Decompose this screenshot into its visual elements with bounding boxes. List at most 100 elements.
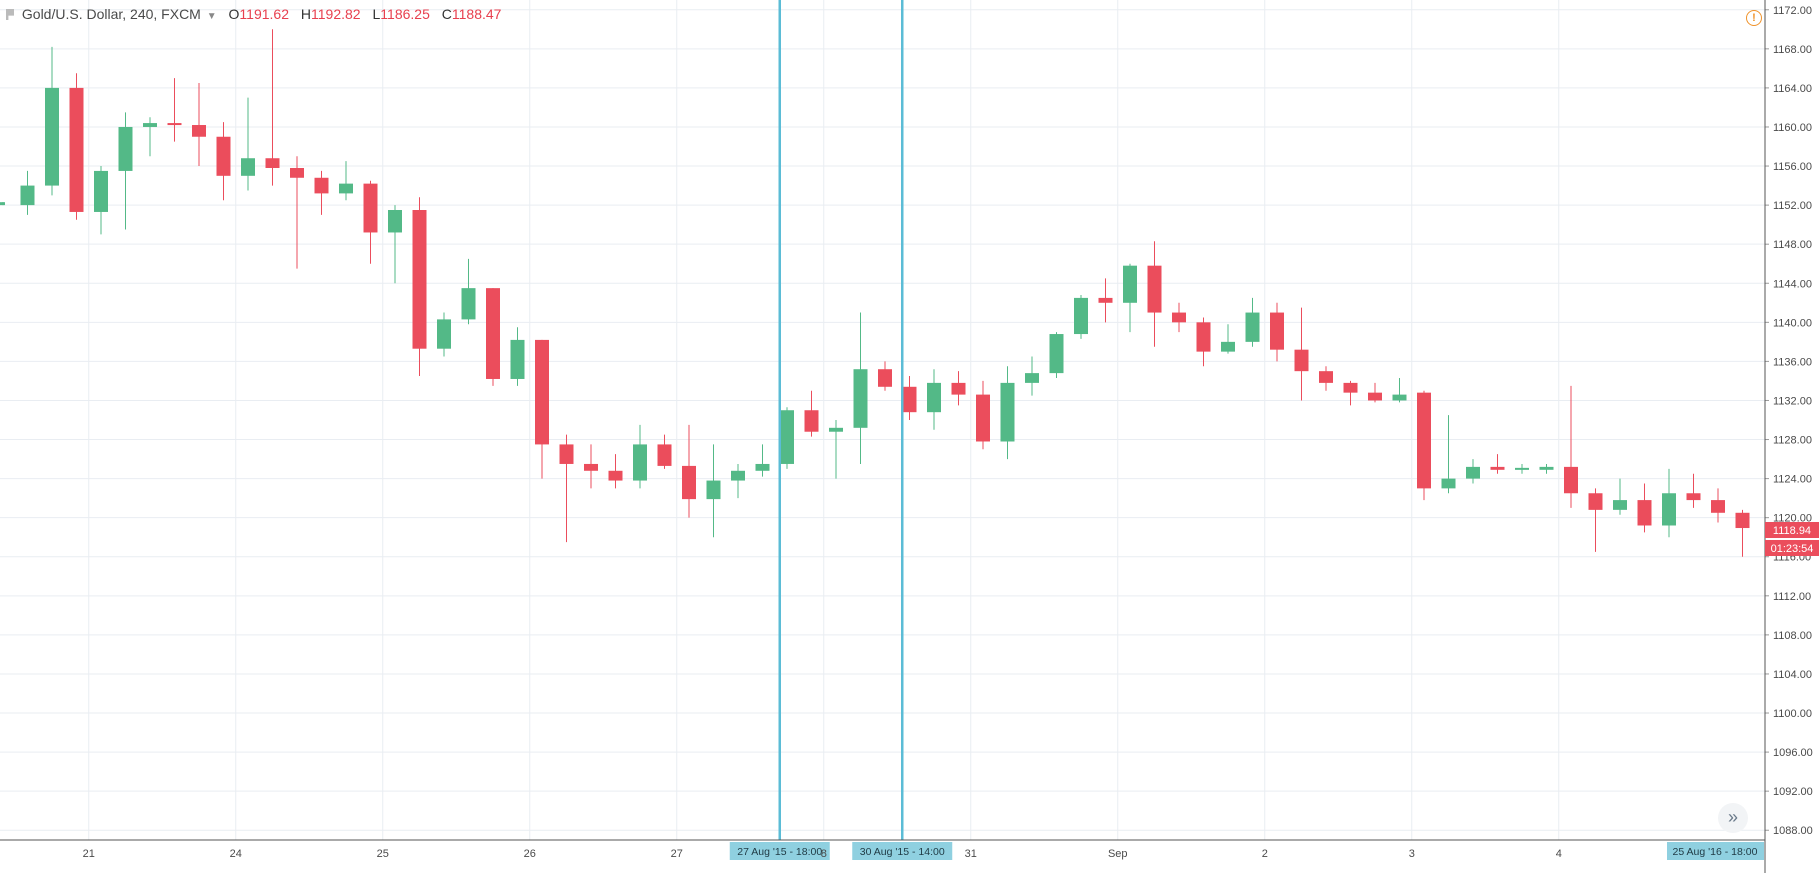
symbol-name[interactable]: Gold/U.S. Dollar, 240, FXCM: [21, 6, 201, 22]
candle-body: [706, 480, 721, 500]
y-tick-label: 1100.00: [1773, 708, 1812, 720]
x-tick-label: 3: [1409, 848, 1415, 860]
candle: [167, 78, 182, 142]
y-tick-label: 1144.00: [1773, 278, 1812, 290]
date-markers: 27 Aug '15 - 18:00 30 Aug '15 - 14:00 25 A…: [729, 0, 1764, 860]
candle-body: [339, 183, 353, 194]
candle-body: [804, 410, 819, 432]
candle-body: [216, 136, 231, 176]
last-price-badge: 1118.94: [1773, 525, 1811, 537]
time-axis[interactable]: 21 24 25 26 27 8 31 Sep 2 3 4: [0, 839, 1765, 860]
candle: [755, 444, 770, 477]
candle-body: [1368, 392, 1382, 401]
candle-body: [69, 87, 84, 212]
candle: [265, 29, 280, 186]
y-tick-label: 1108.00: [1773, 630, 1812, 642]
candle: [559, 434, 574, 543]
y-tick-label: 1148.00: [1773, 239, 1812, 251]
candle: [461, 258, 476, 325]
candle: [780, 407, 794, 469]
y-tick-label: 1112.00: [1773, 591, 1811, 603]
candle: [1392, 378, 1407, 403]
candles: [0, 29, 1750, 557]
candle: [633, 424, 647, 489]
last-price-badges: 1118.94 01:23:54: [1765, 522, 1819, 556]
x-tick-label: 2: [1262, 848, 1268, 860]
candle-body: [1735, 512, 1750, 529]
candle: [1539, 463, 1554, 474]
candle: [1319, 366, 1333, 391]
candle-body: [1711, 500, 1725, 513]
candle-body: [829, 427, 843, 432]
candle-body: [388, 210, 402, 233]
candle-body: [1441, 478, 1456, 489]
candle-body: [1637, 500, 1652, 526]
chevron-down-icon[interactable]: ▼: [206, 11, 217, 22]
candle-body: [1123, 265, 1137, 303]
candle: [1466, 459, 1480, 484]
y-tick-label: 1140.00: [1773, 317, 1812, 329]
candle-body: [780, 410, 794, 464]
candle-body: [1172, 312, 1186, 323]
candle: [1613, 478, 1627, 515]
candle: [1172, 302, 1186, 333]
candle-body: [535, 339, 549, 445]
candle: [290, 156, 304, 269]
candle: [1343, 380, 1358, 406]
candle-body: [657, 444, 672, 466]
countdown-badge: 01:23:54: [1771, 543, 1814, 555]
open-label: O: [228, 6, 240, 22]
candle: [143, 117, 157, 157]
candle: [0, 202, 5, 206]
candle: [1564, 385, 1578, 508]
alert-icon[interactable]: !: [1746, 10, 1762, 26]
candle-body: [20, 185, 35, 206]
candle: [682, 424, 696, 518]
candle: [1123, 263, 1137, 333]
candle: [241, 97, 255, 191]
candle: [1711, 488, 1725, 523]
candle: [1025, 356, 1039, 396]
candle-body: [1049, 334, 1064, 374]
y-tick-label: 1104.00: [1773, 669, 1812, 681]
x-tick-label: 4: [1556, 848, 1562, 860]
candle: [314, 170, 329, 215]
price-axis[interactable]: 1172.00 1168.00 1164.00 1160.00 1156.00 1152.…: [1764, 0, 1813, 873]
y-tick-label: 1160.00: [1773, 122, 1812, 134]
candle-body: [1221, 341, 1235, 352]
candle-body: [731, 470, 745, 481]
scroll-right-icon[interactable]: »: [1718, 803, 1748, 833]
candle: [731, 463, 745, 499]
candle-body: [682, 465, 696, 500]
candle: [804, 390, 819, 437]
candle-body: [1245, 312, 1260, 342]
candle: [951, 371, 966, 406]
candle-body: [45, 87, 59, 186]
candle: [1515, 463, 1529, 474]
symbol-legend: Gold/U.S. Dollar, 240, FXCM ▼ O1191.62 H…: [6, 6, 501, 22]
candle-body: [0, 202, 5, 206]
y-tick-label: 1164.00: [1773, 83, 1812, 95]
candle-body: [1025, 373, 1039, 383]
candle: [1588, 488, 1603, 552]
candle-body: [1490, 466, 1505, 470]
y-tick-label: 1128.00: [1773, 435, 1812, 447]
x-tick-label: 27: [671, 848, 683, 860]
candle: [902, 376, 917, 420]
flag-icon[interactable]: [6, 9, 14, 20]
close-value: 1188.47: [451, 6, 502, 22]
y-tick-label: 1156.00: [1773, 161, 1812, 173]
candle: [94, 166, 108, 235]
candle: [339, 161, 353, 201]
candle-body: [1515, 467, 1529, 470]
candle: [45, 46, 59, 196]
candle-body: [559, 444, 574, 464]
candle-body: [608, 470, 623, 481]
candle-body: [167, 123, 182, 126]
candle: [706, 444, 721, 538]
y-tick-label: 1132.00: [1773, 395, 1812, 407]
open-value: 1191.62: [239, 6, 289, 22]
candle: [1637, 483, 1652, 533]
candle: [412, 197, 427, 377]
